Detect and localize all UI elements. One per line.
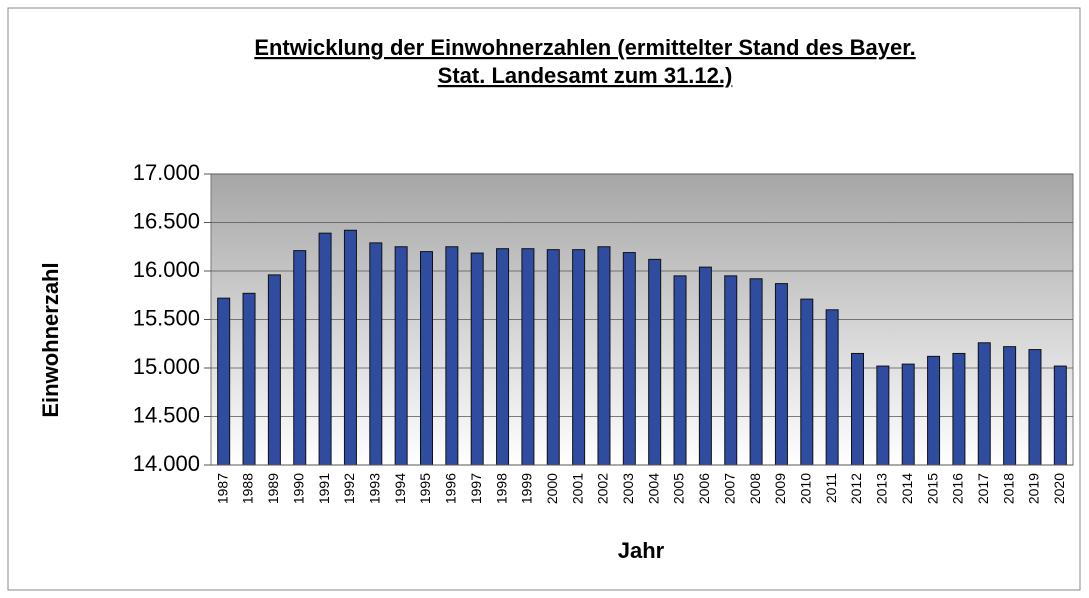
x-tick-label: 2003 — [620, 473, 636, 504]
bar — [420, 251, 433, 466]
x-tick-label: 1999 — [519, 473, 535, 504]
x-tick-label: 2011 — [823, 473, 839, 503]
bar — [572, 249, 586, 466]
x-tick-label: 1994 — [392, 473, 408, 504]
bar — [901, 363, 915, 466]
x-tick-label: 2019 — [1026, 473, 1042, 504]
x-tick-label: 2014 — [899, 473, 915, 504]
bar — [496, 248, 510, 466]
bar — [876, 365, 890, 466]
x-tick-label: 2006 — [696, 473, 712, 504]
bar — [977, 342, 991, 466]
x-tick-label: 2000 — [544, 473, 560, 504]
bar — [724, 275, 738, 466]
x-tick-label: 2008 — [747, 473, 763, 504]
bar — [1003, 346, 1017, 466]
bar — [800, 298, 814, 466]
x-tick-label: 2010 — [797, 473, 813, 504]
bar — [597, 246, 611, 466]
x-tick-label: 2005 — [671, 473, 687, 504]
bar — [318, 232, 332, 466]
x-tick-label: 1996 — [443, 473, 459, 504]
x-tick-label: 1992 — [341, 473, 357, 504]
bar — [851, 352, 864, 466]
x-tick-label: 2017 — [975, 473, 991, 504]
x-tick-label: 1997 — [468, 473, 484, 504]
x-tick-label: 1987 — [214, 473, 230, 504]
x-tick-label: 1989 — [265, 473, 281, 504]
bar — [1028, 349, 1042, 466]
chart-title: Stat. Landesamt zum 31.12.) — [438, 63, 733, 88]
y-tick-label: 17.000 — [133, 160, 200, 185]
x-tick-label: 2002 — [595, 473, 611, 504]
x-tick-label: 1998 — [493, 473, 509, 504]
bar — [521, 248, 535, 466]
x-tick-label: 2004 — [645, 473, 661, 504]
bar — [293, 250, 307, 466]
x-tick-label: 2001 — [569, 473, 585, 504]
chart-title: Entwicklung der Einwohnerzahlen (ermitte… — [254, 35, 915, 60]
y-tick-label: 16.000 — [133, 257, 200, 282]
x-axis-label: Jahr — [618, 538, 665, 563]
x-tick-label: 2015 — [924, 473, 940, 504]
bar — [952, 352, 966, 466]
x-tick-label: 2007 — [721, 473, 737, 504]
x-tick-label: 2016 — [950, 473, 966, 504]
bar — [698, 266, 712, 466]
bar — [927, 355, 941, 466]
x-tick-label: 2012 — [848, 473, 864, 504]
x-tick-label: 2018 — [1000, 473, 1016, 504]
bar — [217, 297, 231, 466]
x-tick-label: 2009 — [772, 473, 788, 504]
bar — [369, 242, 383, 466]
y-tick-label: 15.000 — [133, 354, 200, 379]
bar — [445, 246, 459, 466]
y-axis-label: Einwohnerzahl — [38, 262, 63, 417]
x-tick-label: 1995 — [417, 473, 433, 504]
x-tick-label: 2013 — [874, 473, 890, 504]
y-tick-label: 16.500 — [133, 208, 200, 233]
bar — [267, 274, 281, 466]
bar — [749, 278, 763, 466]
bar — [1053, 365, 1067, 466]
bar — [470, 252, 484, 466]
bar — [648, 258, 662, 466]
bar — [343, 229, 357, 466]
y-tick-label: 14.500 — [133, 402, 200, 427]
bar — [825, 309, 839, 466]
x-tick-label: 1993 — [366, 473, 382, 504]
bar — [546, 249, 560, 466]
y-tick-label: 14.000 — [133, 451, 200, 476]
y-tick-label: 15.500 — [133, 305, 200, 330]
bar — [622, 252, 636, 466]
bar — [242, 292, 256, 466]
x-tick-label: 1990 — [290, 473, 306, 504]
x-tick-label: 1991 — [316, 473, 332, 504]
bar — [394, 246, 408, 466]
x-tick-label: 2020 — [1051, 473, 1067, 504]
bar — [673, 275, 687, 466]
x-tick-label: 1988 — [240, 473, 256, 504]
bar — [774, 283, 788, 466]
